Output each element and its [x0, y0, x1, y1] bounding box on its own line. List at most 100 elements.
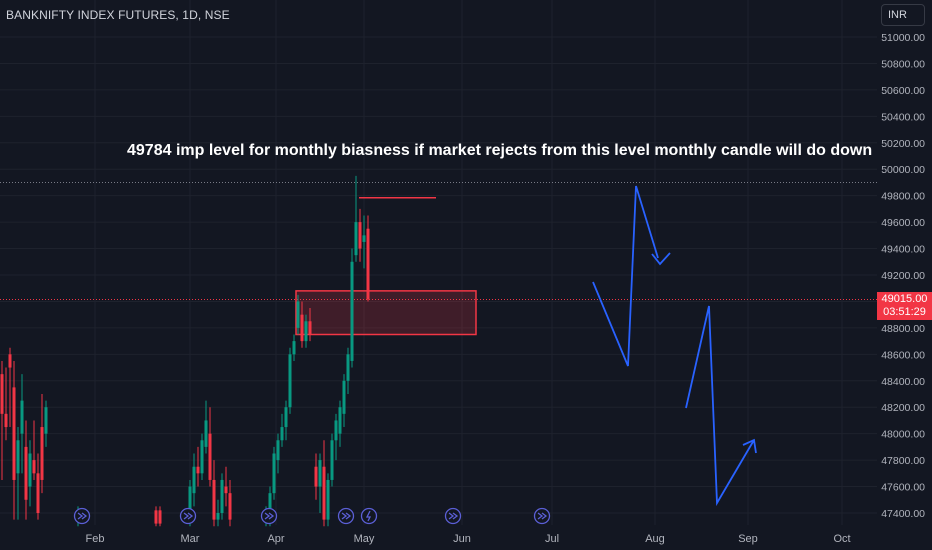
x-tick-label: Feb	[86, 533, 105, 545]
candle-body	[204, 420, 208, 447]
candle-up	[272, 446, 276, 500]
event-circle	[360, 507, 378, 525]
y-tick-label: 48200.00	[881, 402, 925, 414]
candle-body	[24, 446, 28, 500]
arrow-glyph	[448, 512, 459, 520]
y-tick-label: 48400.00	[881, 376, 925, 388]
dividend-event-icon[interactable]	[444, 507, 462, 525]
candle-body	[322, 466, 326, 520]
candle-body	[196, 466, 200, 474]
x-tick-label: Mar	[181, 533, 200, 545]
candle-body	[20, 400, 24, 434]
candle-up	[204, 400, 208, 454]
candle-down	[212, 460, 216, 527]
candle-body	[216, 513, 220, 520]
dividend-event-icon[interactable]	[533, 507, 551, 525]
candle-body	[220, 479, 224, 513]
candle-body	[338, 407, 342, 434]
last-price-value: 49015.00	[881, 293, 928, 305]
arrow-glyph	[77, 512, 88, 520]
candle-down	[40, 394, 44, 494]
candle-up	[318, 453, 322, 513]
candle-up	[276, 433, 280, 474]
candle-up	[362, 215, 366, 269]
candle-body	[366, 228, 370, 300]
candle-up	[338, 400, 342, 447]
trendline-drawings	[592, 185, 757, 507]
x-tick-label: Jul	[545, 533, 559, 545]
candle-series	[0, 175, 370, 527]
candle-up	[292, 334, 296, 361]
candle-body	[272, 453, 276, 494]
candle-body	[296, 301, 300, 328]
dividend-event-icon[interactable]	[337, 507, 355, 525]
candle-body	[300, 314, 304, 342]
candle-body	[304, 321, 308, 342]
earnings-flash-icon[interactable]	[360, 507, 378, 525]
candle-down	[308, 308, 312, 342]
x-tick-label: Sep	[738, 533, 758, 545]
candle-body	[280, 427, 284, 441]
bar-countdown: 03:51:29	[883, 306, 926, 318]
candle-down	[358, 208, 362, 262]
candle-body	[28, 453, 32, 487]
y-tick-label: 50600.00	[881, 85, 925, 97]
candle-body	[224, 486, 228, 494]
dividend-event-icon[interactable]	[260, 507, 278, 525]
x-tick-label: Aug	[645, 533, 665, 545]
flash-glyph	[365, 510, 372, 522]
candle-down	[322, 440, 326, 527]
candle-body	[342, 380, 346, 414]
y-tick-label: 50400.00	[881, 111, 925, 123]
candle-body	[192, 466, 196, 494]
y-tick-label: 48000.00	[881, 429, 925, 441]
y-tick-label: 49400.00	[881, 244, 925, 256]
y-tick-label: 48800.00	[881, 323, 925, 335]
candle-body	[362, 235, 366, 242]
candle-up	[330, 433, 334, 487]
candle-down	[158, 506, 162, 527]
candle-body	[292, 341, 296, 355]
candle-up	[334, 413, 338, 461]
arrow-glyph	[264, 512, 275, 520]
candle-up	[16, 427, 20, 520]
candle-body	[350, 261, 354, 361]
candle-down	[0, 360, 4, 480]
candle-up	[216, 499, 220, 527]
candle-up	[342, 374, 346, 428]
zigzag-upper	[592, 185, 659, 367]
y-tick-label: 50000.00	[881, 164, 925, 176]
currency-selector[interactable]: INR	[881, 4, 925, 26]
candle-body	[268, 493, 272, 513]
demand-zone-box	[295, 290, 477, 336]
y-tick-label: 49600.00	[881, 217, 925, 229]
last-price-badge: 49015.00 03:51:29	[877, 292, 932, 320]
candle-body	[4, 413, 8, 428]
candle-up	[192, 453, 196, 507]
y-tick-label: 50800.00	[881, 58, 925, 70]
candle-up	[350, 248, 354, 368]
event-markers	[73, 507, 551, 525]
y-tick-label: 49200.00	[881, 270, 925, 282]
candle-down	[224, 466, 228, 507]
y-tick-label: 47800.00	[881, 455, 925, 467]
arrow-head-upper	[651, 252, 671, 266]
chart-annotation-text[interactable]: 49784 imp level for monthly biasness if …	[127, 142, 873, 159]
x-tick-label: Apr	[267, 533, 284, 545]
candle-up	[28, 440, 32, 507]
chart-grid	[0, 0, 877, 525]
dividend-event-icon[interactable]	[179, 507, 197, 525]
candle-body	[154, 510, 158, 524]
candle-body	[334, 420, 338, 441]
x-tick-label: May	[354, 533, 375, 545]
candle-body	[330, 440, 334, 480]
candle-down	[300, 301, 304, 348]
candle-body	[318, 460, 322, 487]
arrow-glyph	[341, 512, 352, 520]
symbol-title: BANKNIFTY INDEX FUTURES, 1D, NSE	[6, 8, 230, 22]
dividend-event-icon[interactable]	[73, 507, 91, 525]
candle-body	[0, 374, 4, 414]
time-axis: Feb Mar Apr May Jun Jul Aug Sep Oct	[86, 533, 851, 545]
candle-up	[284, 400, 288, 441]
